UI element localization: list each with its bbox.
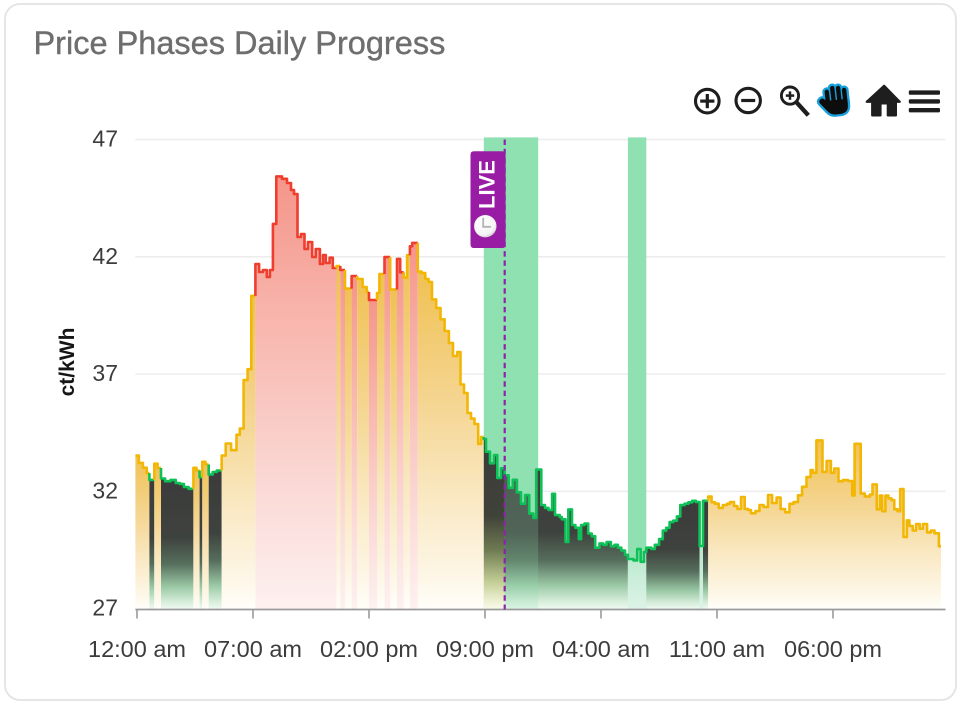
svg-text:LIVE: LIVE (475, 160, 500, 209)
svg-text:42: 42 (92, 243, 118, 269)
svg-text:02:00 pm: 02:00 pm (320, 636, 418, 662)
svg-text:ct/kWh: ct/kWh (56, 328, 79, 397)
svg-text:06:00 pm: 06:00 pm (784, 636, 882, 662)
svg-text:37: 37 (92, 360, 118, 386)
svg-text:11:00 am: 11:00 am (669, 636, 765, 662)
svg-text:09:00 pm: 09:00 pm (436, 636, 534, 662)
svg-text:32: 32 (92, 477, 118, 503)
svg-text:12:00 am: 12:00 am (88, 636, 186, 662)
svg-text:07:00 am: 07:00 am (204, 636, 302, 662)
svg-text:47: 47 (92, 126, 118, 152)
svg-text:04:00 am: 04:00 am (552, 636, 650, 662)
svg-text:27: 27 (92, 595, 118, 621)
